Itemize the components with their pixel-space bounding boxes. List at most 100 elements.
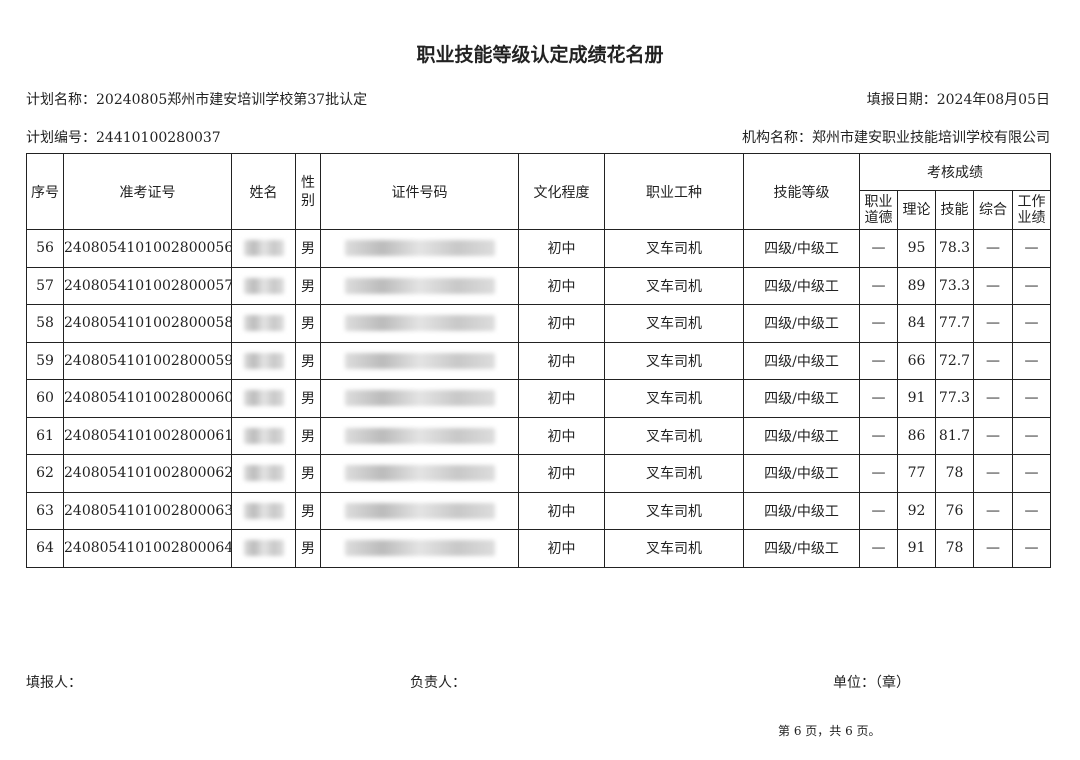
unit-seal-label: 单位：（章） xyxy=(833,675,910,691)
redacted-id-number xyxy=(344,277,495,294)
cell-gender: 男 xyxy=(295,529,321,568)
table-row: 56 2408054101002800056 男初中 叉车司机 四级/中级工 —95 78.… xyxy=(26,229,1052,268)
cell-gender: 男 xyxy=(295,379,321,418)
cell-exam-id: 2408054101002800058 xyxy=(63,304,232,343)
cell-overall: — xyxy=(973,491,1013,530)
id-number-cell-redacted xyxy=(320,454,519,493)
plan-name: 计划名称：20240805郑州市建安培训学校第37批认定 xyxy=(26,92,368,108)
cell-work: — xyxy=(1011,416,1052,455)
cell-work: — xyxy=(1011,491,1052,530)
cell-occupation: 叉车司机 xyxy=(604,229,744,268)
cell-gender: 男 xyxy=(295,491,321,530)
cell-seq: 60 xyxy=(26,379,64,418)
table-row: 64 2408054101002800064 男初中 叉车司机 四级/中级工 —91 78—… xyxy=(26,529,1052,568)
cell-theory: 91 xyxy=(897,379,936,418)
cell-theory: 92 xyxy=(897,491,936,530)
cell-education: 初中 xyxy=(518,304,605,343)
cell-work: — xyxy=(1011,266,1052,305)
cell-level: 四级/中级工 xyxy=(743,529,860,568)
header-name: 姓名 xyxy=(231,153,296,230)
cell-ethics: — xyxy=(859,379,898,418)
header-education: 文化程度 xyxy=(518,153,605,230)
cell-overall: — xyxy=(973,454,1013,493)
cell-theory: 66 xyxy=(897,341,936,380)
cell-exam-id: 2408054101002800056 xyxy=(63,229,232,268)
cell-seq: 57 xyxy=(26,266,64,305)
cell-occupation: 叉车司机 xyxy=(604,379,744,418)
header-skill-level: 技能等级 xyxy=(743,153,860,230)
cell-ethics: — xyxy=(859,416,898,455)
name-cell-redacted xyxy=(231,266,296,305)
cell-occupation: 叉车司机 xyxy=(604,266,744,305)
cell-education: 初中 xyxy=(518,379,605,418)
id-number-cell-redacted xyxy=(320,491,519,530)
table-row: 61 2408054101002800061 男初中 叉车司机 四级/中级工 —86 81.… xyxy=(26,416,1052,455)
cell-gender: 男 xyxy=(295,304,321,343)
header-ethics: 职业道德 xyxy=(859,190,898,230)
redacted-name xyxy=(243,352,284,369)
cell-skill: 78 xyxy=(935,529,974,568)
header-skill: 技能 xyxy=(935,190,974,230)
cell-skill: 78.3 xyxy=(935,229,974,268)
redacted-name xyxy=(243,465,284,482)
cell-exam-id: 2408054101002800061 xyxy=(63,416,232,455)
cell-work: — xyxy=(1011,529,1052,568)
name-cell-redacted xyxy=(231,304,296,343)
cell-overall: — xyxy=(973,229,1013,268)
cell-education: 初中 xyxy=(518,341,605,380)
cell-level: 四级/中级工 xyxy=(743,416,860,455)
table-row: 62 2408054101002800062 男初中 叉车司机 四级/中级工 —77 78—… xyxy=(26,454,1052,493)
id-number-cell-redacted xyxy=(320,304,519,343)
cell-gender: 男 xyxy=(295,229,321,268)
cell-seq: 56 xyxy=(26,229,64,268)
redacted-id-number xyxy=(344,465,495,482)
cell-gender: 男 xyxy=(295,266,321,305)
cell-level: 四级/中级工 xyxy=(743,341,860,380)
redacted-id-number xyxy=(344,540,495,557)
redacted-name xyxy=(243,427,284,444)
score-roster-table: 序号 准考证号 姓名 性别 证件号码 文化程度 职业工种 技能等级 考核成绩 职… xyxy=(26,153,1052,568)
name-cell-redacted xyxy=(231,341,296,380)
cell-work: — xyxy=(1011,229,1052,268)
id-number-cell-redacted xyxy=(320,379,519,418)
cell-occupation: 叉车司机 xyxy=(604,416,744,455)
cell-education: 初中 xyxy=(518,491,605,530)
org-name: 机构名称：郑州市建安职业技能培训学校有限公司 xyxy=(742,130,1050,146)
cell-work: — xyxy=(1011,304,1052,343)
cell-exam-id: 2408054101002800063 xyxy=(63,491,232,530)
name-cell-redacted xyxy=(231,529,296,568)
cell-skill: 73.3 xyxy=(935,266,974,305)
page-number: 第 6 页，共 6 页。 xyxy=(778,724,881,738)
document-title: 职业技能等级认定成绩花名册 xyxy=(416,44,664,66)
cell-seq: 64 xyxy=(26,529,64,568)
header-overall: 综合 xyxy=(973,190,1013,230)
cell-level: 四级/中级工 xyxy=(743,491,860,530)
redacted-id-number xyxy=(344,390,495,407)
redacted-name xyxy=(243,315,284,332)
table-row: 59 2408054101002800059 男初中 叉车司机 四级/中级工 —66 72.… xyxy=(26,341,1052,380)
cell-seq: 59 xyxy=(26,341,64,380)
table-row: 63 2408054101002800063 男初中 叉车司机 四级/中级工 —92 76—… xyxy=(26,491,1052,530)
cell-theory: 89 xyxy=(897,266,936,305)
filler-label: 填报人： xyxy=(26,675,82,691)
cell-occupation: 叉车司机 xyxy=(604,491,744,530)
cell-seq: 58 xyxy=(26,304,64,343)
cell-seq: 61 xyxy=(26,416,64,455)
cell-seq: 63 xyxy=(26,491,64,530)
cell-ethics: — xyxy=(859,229,898,268)
header-occupation: 职业工种 xyxy=(604,153,744,230)
cell-exam-id: 2408054101002800059 xyxy=(63,341,232,380)
header-exam-id: 准考证号 xyxy=(63,153,232,230)
cell-exam-id: 2408054101002800062 xyxy=(63,454,232,493)
redacted-id-number xyxy=(344,352,495,369)
cell-exam-id: 2408054101002800064 xyxy=(63,529,232,568)
cell-level: 四级/中级工 xyxy=(743,266,860,305)
redacted-name xyxy=(243,277,284,294)
cell-level: 四级/中级工 xyxy=(743,379,860,418)
cell-ethics: — xyxy=(859,341,898,380)
cell-exam-id: 2408054101002800057 xyxy=(63,266,232,305)
cell-education: 初中 xyxy=(518,229,605,268)
table-row: 58 2408054101002800058 男初中 叉车司机 四级/中级工 —84 77.… xyxy=(26,304,1052,343)
header-theory: 理论 xyxy=(897,190,936,230)
header-id-number: 证件号码 xyxy=(320,153,519,230)
